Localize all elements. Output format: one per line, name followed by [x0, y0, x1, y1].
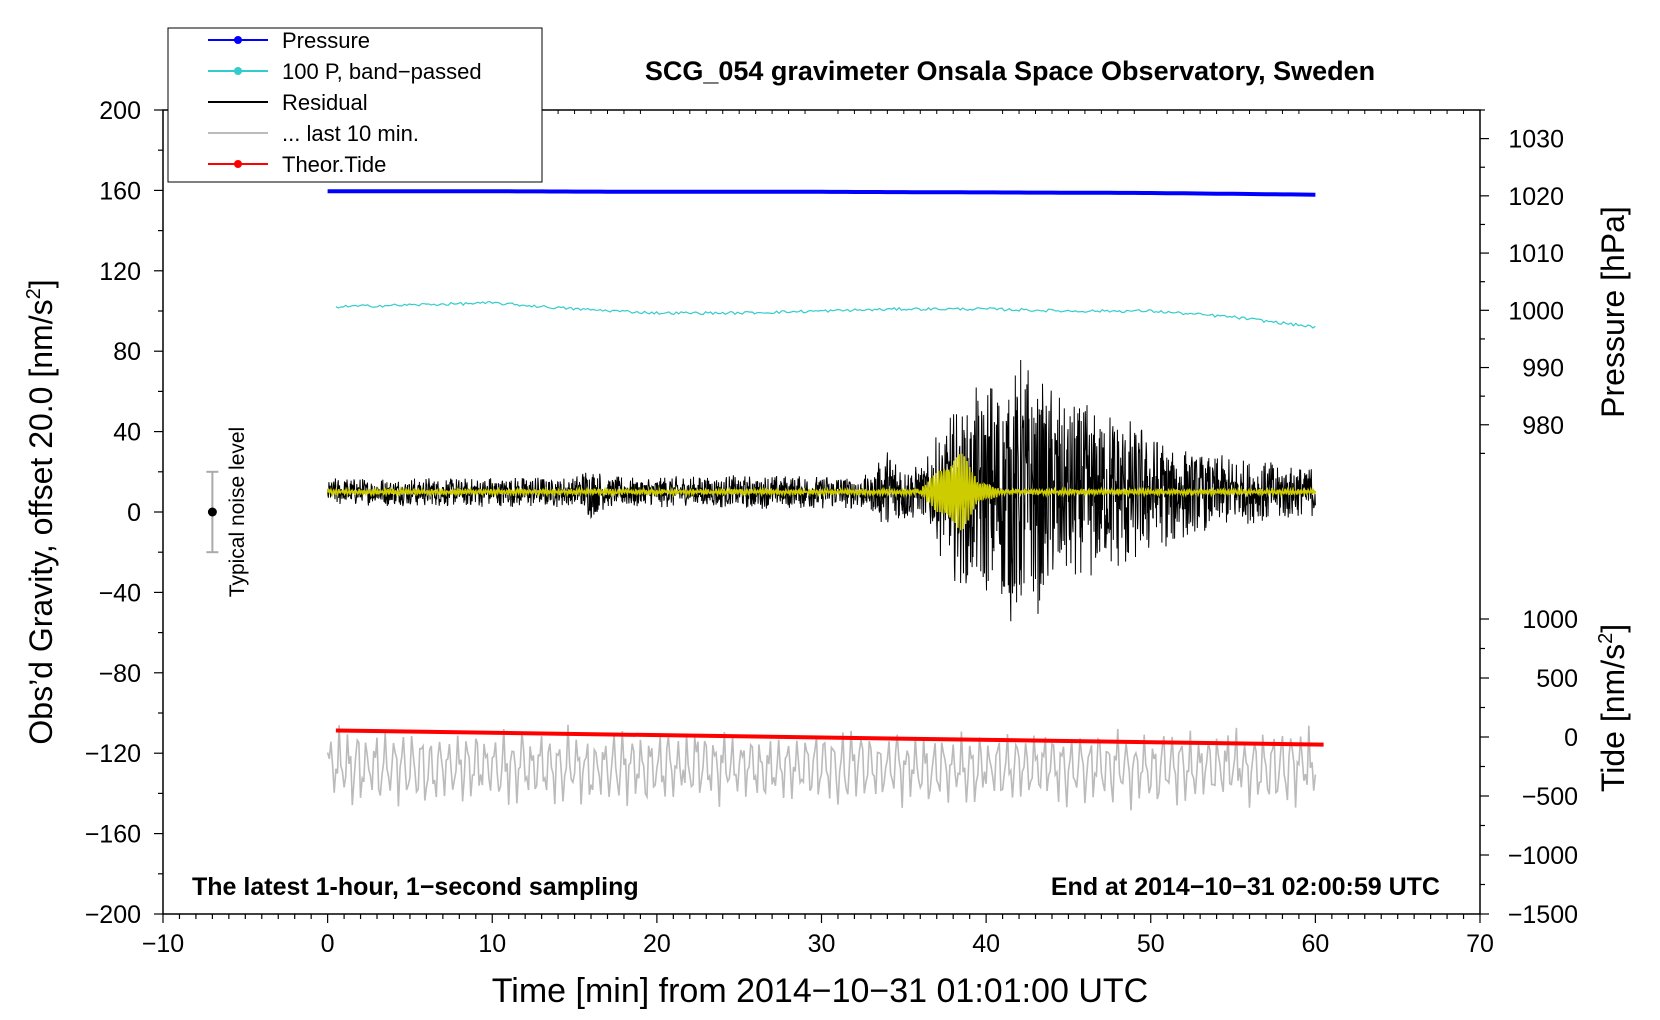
x-axis-ticks: −10 0 10 20 30 40 50 60 70	[142, 110, 1494, 958]
y-tick-label-left: −120	[85, 740, 141, 768]
x-tick-label: 40	[972, 930, 1000, 958]
tide-tick-label: −500	[1522, 783, 1578, 811]
annotation-sampling: The latest 1-hour, 1−second sampling	[192, 873, 639, 901]
x-axis-label: Time [min] from 2014−10−31 01:01:00 UTC	[492, 972, 1148, 1010]
y-tick-label-left: 120	[99, 258, 141, 286]
y-tick-label-left: −80	[99, 660, 141, 688]
series-residual	[327, 359, 1316, 622]
tide-tick-label: 0	[1564, 724, 1578, 752]
x-tick-label: 0	[321, 930, 335, 958]
x-tick-label: 10	[478, 930, 506, 958]
pressure-tick-label: 980	[1522, 412, 1564, 440]
series-pressure-band-passed	[335, 301, 1316, 329]
x-tick-label: 50	[1137, 930, 1165, 958]
y-tick-label-left: 80	[113, 338, 141, 366]
y-tick-label-left: 160	[99, 177, 141, 205]
noise-dot	[207, 507, 217, 517]
y-axis-pressure-label: Pressure [hPa]	[1595, 206, 1631, 418]
y-axis-right-ticks: 1030 1020 1010 1000 990 980 1000 500 0 −500 −1000 −…	[1480, 109, 1578, 929]
chart-title: SCG_054 gravimeter Onsala Space Observat…	[645, 56, 1375, 86]
y-tick-label-left: 200	[99, 97, 141, 125]
pressure-tick-label: 1020	[1508, 183, 1564, 211]
x-tick-label: −10	[142, 930, 184, 958]
x-tick-label: 30	[808, 930, 836, 958]
y-axis-left-label: Obs’d Gravity, offset 20.0 [nm/s2]	[23, 279, 59, 744]
tide-tick-label: 500	[1536, 665, 1578, 693]
legend-marker	[234, 67, 242, 75]
y-tick-label-left: 40	[113, 419, 141, 447]
legend: Pressure 100 P, band−passed Residual ... la…	[167, 27, 543, 183]
pressure-tick-label: 990	[1522, 355, 1564, 383]
series-layer	[326, 189, 1324, 811]
x-tick-label: 60	[1301, 930, 1329, 958]
annotation-end-time: End at 2014−10−31 02:00:59 UTC	[1051, 873, 1440, 901]
noise-level-indicator	[206, 470, 219, 554]
x-tick-label: 70	[1466, 930, 1494, 958]
legend-label: ... last 10 min.	[282, 121, 419, 146]
y-tick-label-left: −200	[85, 901, 141, 929]
legend-box	[167, 27, 543, 183]
y-tick-label-left: −160	[85, 821, 141, 849]
pressure-tick-label: 1000	[1508, 297, 1564, 325]
pressure-tick-label: 1030	[1508, 126, 1564, 154]
y-axis-left-ticks: 200 160 120 80 40 0 −40 −80 −120 −160 −200	[85, 97, 163, 929]
tide-tick-label: 1000	[1522, 606, 1578, 634]
y-axis-tide-label: Tide [nm/s2]	[1595, 624, 1631, 792]
series-last-10-min	[326, 724, 1317, 811]
series-pressure	[327, 189, 1316, 197]
legend-label: Residual	[282, 90, 368, 115]
series-residual-smoothed	[326, 453, 1317, 531]
noise-level-label: Typical noise level	[226, 427, 249, 597]
legend-label: Pressure	[282, 28, 370, 53]
y-tick-label-left: 0	[127, 499, 141, 527]
pressure-tick-label: 1010	[1508, 240, 1564, 268]
tide-tick-label: −1500	[1508, 901, 1578, 929]
legend-marker	[234, 36, 242, 44]
y-tick-label-left: −40	[99, 579, 141, 607]
legend-label: 100 P, band−passed	[282, 59, 482, 84]
x-tick-label: 20	[643, 930, 671, 958]
series-theor-tide	[335, 728, 1324, 747]
tide-tick-label: −1000	[1508, 842, 1578, 870]
legend-marker	[234, 160, 242, 168]
legend-label: Theor.Tide	[282, 152, 386, 177]
